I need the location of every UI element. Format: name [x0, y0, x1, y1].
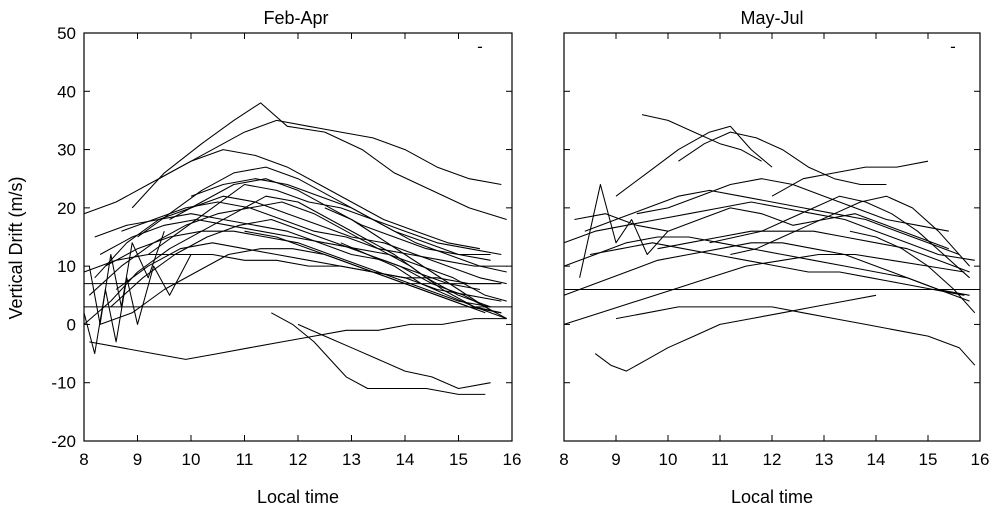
series-line [94, 213, 480, 291]
x-tick-label: 13 [815, 450, 834, 469]
series-line [99, 218, 507, 302]
x-tick-label: 9 [133, 450, 142, 469]
series-line [730, 195, 970, 267]
y-tick-label: -10 [51, 374, 76, 393]
series-line [574, 207, 949, 250]
series-line [641, 114, 762, 162]
x-tick-label: 16 [503, 450, 522, 469]
x-tick-label: 12 [763, 450, 782, 469]
y-tick-label: 20 [57, 199, 76, 218]
panel-feb-apr: Feb-Apr Vertical Drift (m/s) Local time … [6, 8, 521, 507]
tick-group: 8 9 10 11 12 13 14 15 16 [559, 32, 990, 469]
series-line [89, 318, 507, 360]
series-line [110, 218, 497, 314]
panel-title: May-Jul [740, 8, 803, 28]
series-line [615, 306, 976, 366]
legend-marker: - [477, 37, 483, 56]
x-tick-label: 11 [711, 450, 729, 469]
series-group [563, 114, 980, 372]
series-line [169, 178, 491, 256]
series-line [589, 242, 965, 296]
y-tick-label: 10 [57, 257, 76, 276]
x-tick-label: 10 [659, 450, 678, 469]
series-line [115, 242, 502, 302]
series-line [563, 236, 970, 296]
series-line [563, 253, 965, 325]
series-line [190, 178, 507, 273]
y-tick-label: -20 [51, 432, 76, 451]
series-line [88, 231, 165, 325]
series-line [657, 230, 970, 273]
series-line [636, 178, 949, 232]
x-tick-label: 15 [919, 450, 938, 469]
series-line [615, 125, 773, 197]
x-tick-label: 11 [236, 450, 254, 469]
series-line [579, 183, 669, 278]
y-tick-label: 30 [57, 141, 76, 160]
tick-group: 8 9 10 11 12 13 14 15 16 -20 -10 0 10 20 30 40 50 [51, 24, 521, 469]
series-line [244, 230, 502, 314]
y-tick-label: 40 [57, 82, 76, 101]
series-line [105, 230, 491, 308]
series-group [83, 102, 512, 395]
series-line [158, 149, 480, 250]
series-line [849, 230, 976, 314]
x-tick-label: 8 [79, 450, 88, 469]
x-axis-title: Local time [731, 487, 813, 507]
y-tick-label: 0 [67, 315, 76, 334]
x-tick-label: 9 [611, 450, 620, 469]
plot-frame [83, 32, 513, 442]
x-tick-label: 10 [182, 450, 201, 469]
series-line [83, 254, 192, 355]
series-line [131, 102, 507, 221]
plot-frame [563, 32, 981, 442]
x-tick-label: 8 [559, 450, 568, 469]
y-axis-title: Vertical Drift (m/s) [6, 176, 26, 319]
series-line [83, 119, 502, 215]
legend-marker: - [950, 37, 956, 56]
series-line [340, 242, 502, 314]
series-line [594, 294, 877, 372]
series-line [83, 253, 502, 285]
x-tick-label: 16 [971, 450, 990, 469]
x-tick-label: 13 [342, 450, 361, 469]
panel-may-jul: May-Jul Local time 8 9 10 11 12 13 14 15 16 - [559, 8, 989, 507]
x-tick-label: 12 [289, 450, 308, 469]
x-tick-label: 14 [867, 450, 886, 469]
series-line [563, 242, 970, 302]
series-line [324, 207, 507, 320]
series-line [709, 195, 970, 279]
series-line [584, 189, 960, 255]
series-line [121, 201, 507, 267]
panel-title: Feb-Apr [263, 8, 328, 28]
series-line [271, 312, 486, 395]
series-line [771, 160, 929, 197]
series-line [297, 323, 491, 390]
y-tick-label: 50 [57, 24, 76, 43]
series-line [563, 201, 975, 261]
x-tick-label: 14 [396, 450, 415, 469]
series-line [83, 195, 491, 325]
x-axis-title: Local time [257, 487, 339, 507]
series-line [678, 131, 887, 186]
x-tick-label: 15 [449, 450, 468, 469]
